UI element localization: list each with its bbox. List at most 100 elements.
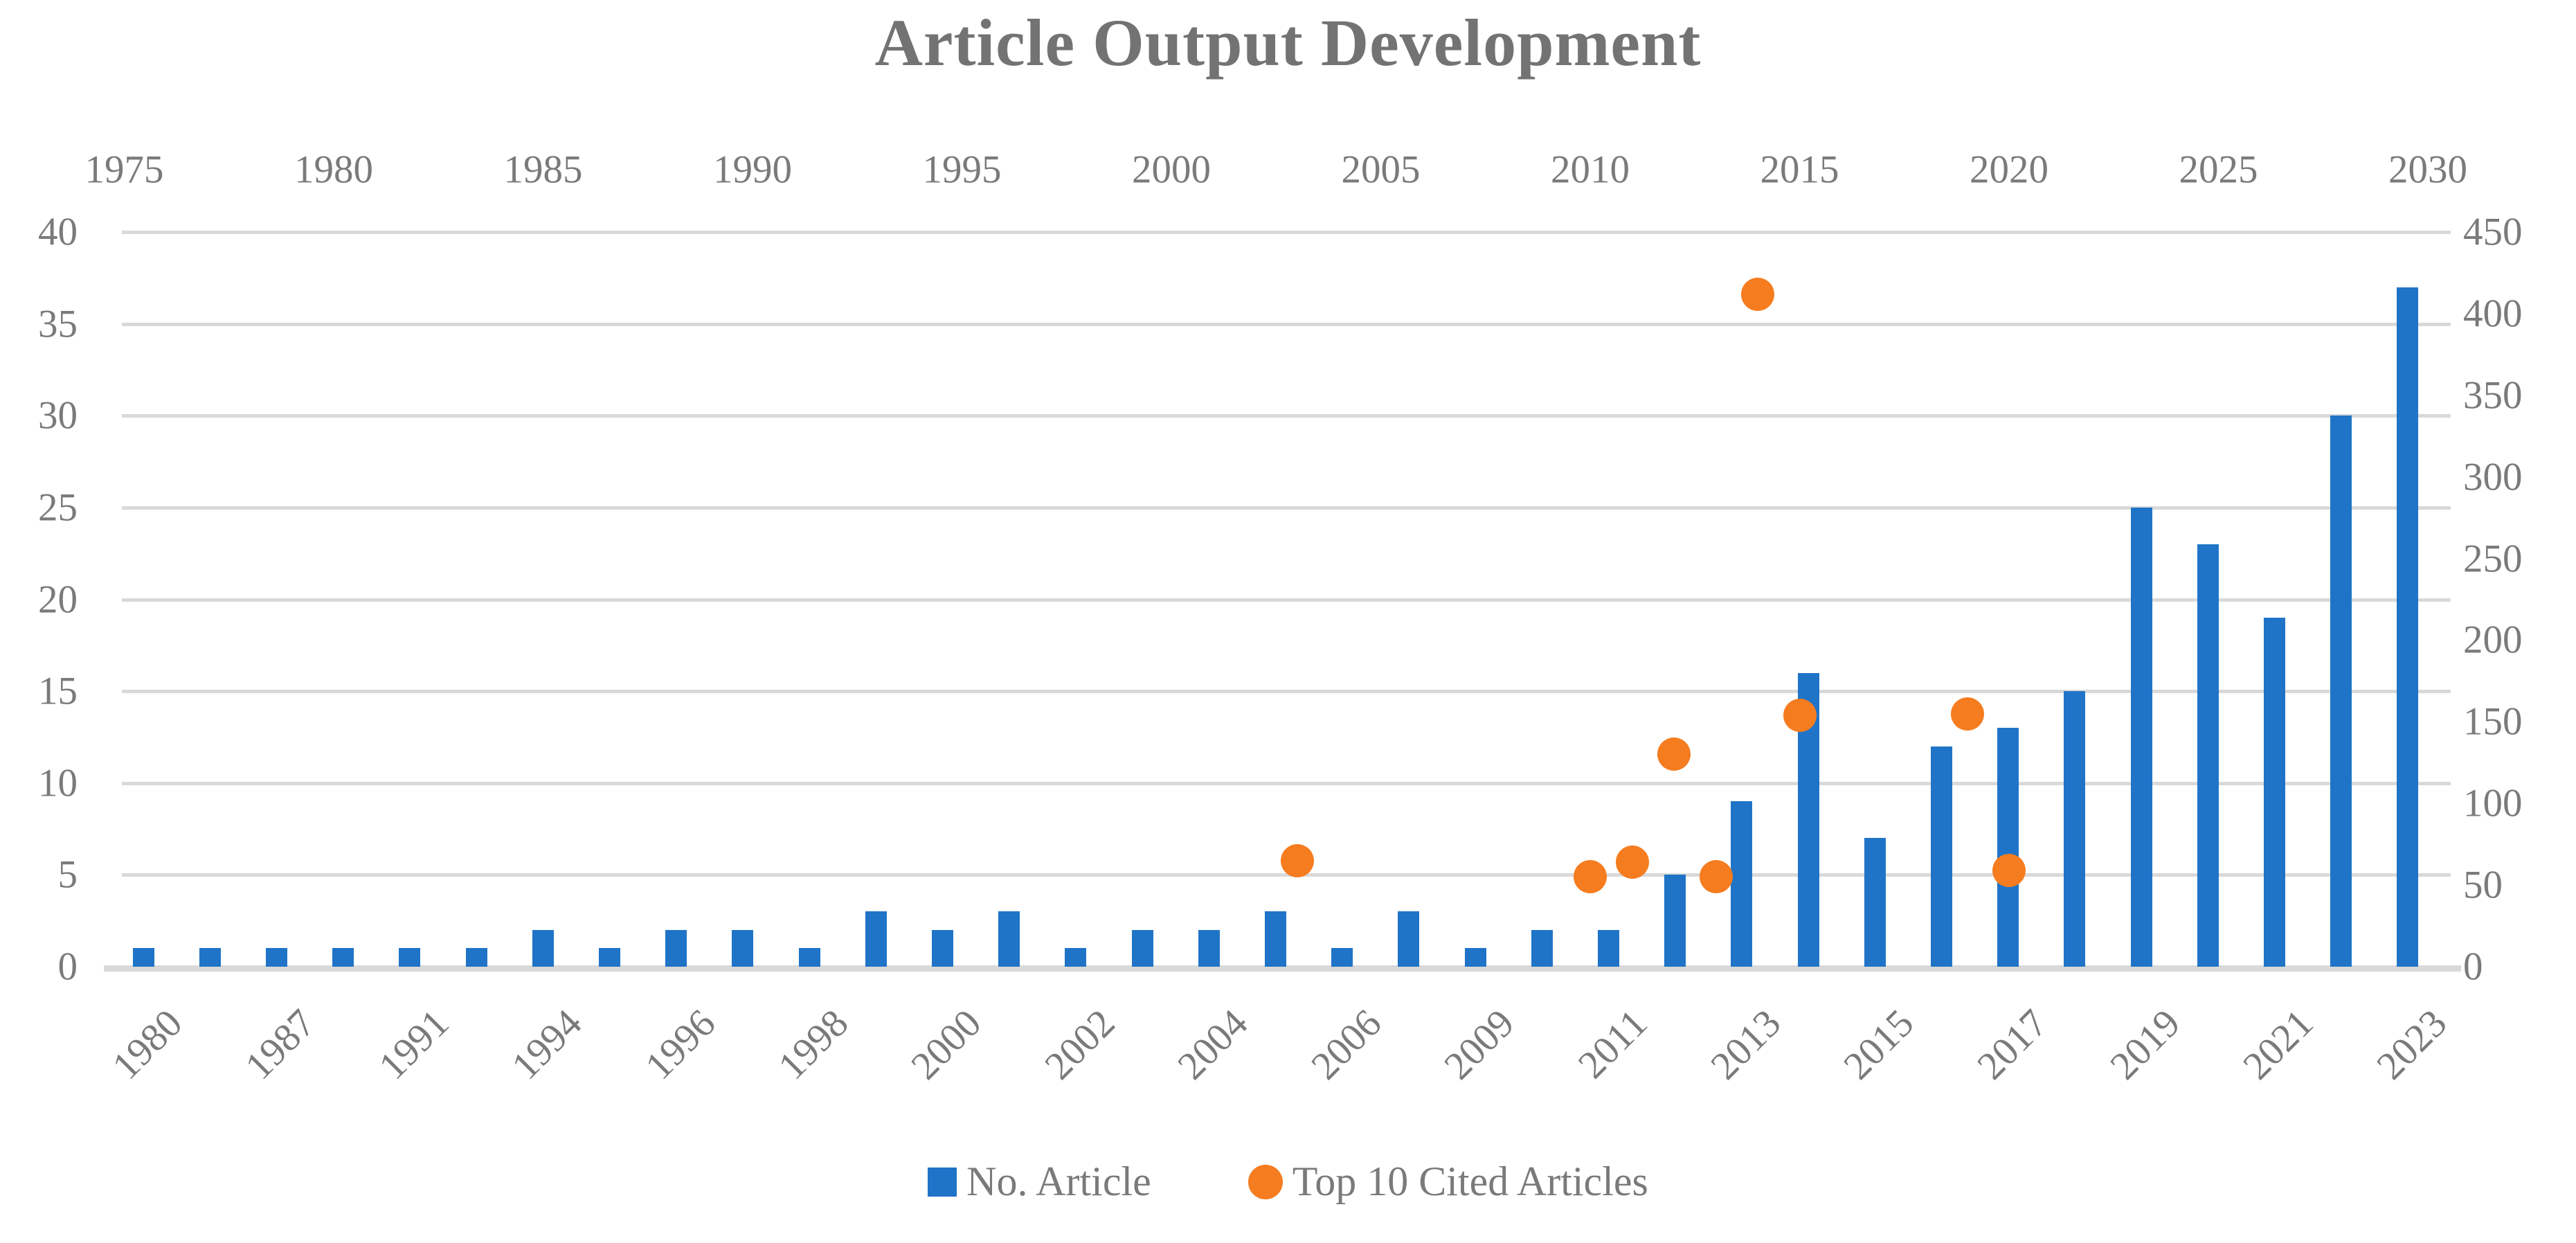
bar-no-article xyxy=(2330,415,2352,967)
y-axis-right-tick-label: 400 xyxy=(2463,292,2523,336)
bar-no-article xyxy=(1198,929,1220,967)
bar-no-article xyxy=(2064,691,2086,967)
bar-no-article xyxy=(532,929,554,967)
y-axis-left-tick-label: 5 xyxy=(57,852,78,897)
bar-no-article xyxy=(598,948,620,967)
gridline xyxy=(122,781,2451,785)
y-axis-right-tick-label: 100 xyxy=(2463,781,2523,825)
x-axis-bottom-tick-label: 2011 xyxy=(1570,1001,1656,1087)
x-axis-top-tick-label: 2010 xyxy=(1551,147,1630,192)
scatter-point-top-cited xyxy=(1615,846,1649,879)
bar-no-article xyxy=(1597,929,1619,967)
x-axis-bottom-tick-label: 1996 xyxy=(636,1001,724,1089)
y-axis-right-tick-label: 200 xyxy=(2463,618,2523,662)
y-axis-left-tick-label: 40 xyxy=(38,210,78,254)
x-axis-bottom-tick-label: 2015 xyxy=(1835,1001,1922,1089)
legend-item-no-article: No. Article xyxy=(928,1158,1151,1206)
x-axis-top-tick-label: 2015 xyxy=(1760,147,1839,192)
x-axis-top-tick-label: 2020 xyxy=(1970,147,2048,192)
x-axis-bottom-tick-label: 1991 xyxy=(370,1001,458,1089)
bar-no-article xyxy=(332,948,354,967)
gridline xyxy=(122,598,2451,602)
legend-square-marker-icon xyxy=(928,1167,957,1197)
gridline xyxy=(122,231,2451,234)
bar-no-article xyxy=(1331,948,1353,967)
x-axis-bottom-tick-label: 2017 xyxy=(1968,1001,2056,1089)
bar-no-article xyxy=(1131,929,1153,967)
bar-no-article xyxy=(998,911,1020,967)
bar-no-article xyxy=(865,911,887,967)
y-axis-right-tick-label: 0 xyxy=(2463,945,2483,989)
x-axis-top-tick-label: 1985 xyxy=(503,147,583,192)
x-axis-top-tick-label: 1980 xyxy=(294,147,373,192)
gridline xyxy=(122,690,2451,694)
bar-no-article xyxy=(1664,875,1686,967)
scatter-point-top-cited xyxy=(1657,737,1691,771)
y-axis-left-tick-label: 0 xyxy=(57,945,78,989)
gridline xyxy=(122,322,2451,326)
y-axis-left-tick-label: 25 xyxy=(38,485,78,530)
x-axis-top-tick-label: 2025 xyxy=(2179,147,2258,192)
bar-no-article xyxy=(732,929,754,967)
bar-no-article xyxy=(1531,929,1553,967)
y-axis-left-tick-label: 10 xyxy=(38,761,78,805)
x-axis-top-tick-label: 1995 xyxy=(922,147,1002,192)
x-axis-bottom-tick-label: 2019 xyxy=(2102,1001,2189,1089)
legend-item-label: No. Article xyxy=(966,1159,1151,1204)
x-axis-bottom-tick-label: 2009 xyxy=(1436,1001,1523,1089)
bar-no-article xyxy=(2130,507,2152,967)
bar-no-article xyxy=(798,948,820,967)
bar-no-article xyxy=(399,948,421,967)
scatter-point-top-cited xyxy=(1280,843,1314,877)
x-axis-top-tick-label: 1990 xyxy=(713,147,792,192)
bar-no-article xyxy=(1997,728,2019,967)
y-axis-right-tick-label: 300 xyxy=(2463,455,2523,499)
bar-no-article xyxy=(199,948,221,967)
x-axis-bottom-tick-label: 2023 xyxy=(2368,1001,2456,1089)
bar-no-article xyxy=(2197,544,2219,967)
bar-no-article xyxy=(931,929,953,967)
y-axis-right-tick-label: 150 xyxy=(2463,699,2523,744)
x-axis-bottom-tick-label: 2000 xyxy=(903,1001,990,1089)
gridline xyxy=(122,414,2451,418)
y-axis-left-tick-label: 35 xyxy=(38,302,78,346)
bar-no-article xyxy=(1264,911,1286,967)
scatter-point-top-cited xyxy=(1574,860,1607,894)
bar-no-article xyxy=(132,948,154,967)
y-axis-left-tick-label: 20 xyxy=(38,578,78,621)
y-axis-left-tick-label: 30 xyxy=(38,393,78,438)
bar-no-article xyxy=(1731,801,1753,967)
legend: No. Article Top 10 Cited Articles xyxy=(0,1158,2576,1206)
legend-item-label: Top 10 Cited Articles xyxy=(1292,1159,1648,1204)
scatter-point-top-cited xyxy=(1699,860,1733,894)
x-axis-top-tick-label: 2000 xyxy=(1132,147,1211,192)
x-axis-bottom-tick-label: 1998 xyxy=(770,1001,857,1089)
bar-no-article xyxy=(465,948,487,967)
x-axis-bottom-tick-label: 1987 xyxy=(237,1001,324,1089)
bar-no-article xyxy=(1464,948,1486,967)
bar-no-article xyxy=(2397,287,2419,967)
bar-no-article xyxy=(665,929,687,967)
x-axis-top-tick-label: 2030 xyxy=(2388,147,2467,192)
bar-no-article xyxy=(1864,838,1886,967)
bar-no-article xyxy=(1930,746,1952,967)
legend-item-top-cited: Top 10 Cited Articles xyxy=(1248,1158,1648,1206)
chart-title: Article Output Development xyxy=(874,6,1702,80)
y-axis-right-tick-label: 350 xyxy=(2463,373,2523,418)
legend-circle-marker-icon xyxy=(1248,1164,1283,1199)
y-axis-right-tick-label: 450 xyxy=(2463,210,2523,254)
y-axis-right-tick-label: 250 xyxy=(2463,537,2523,581)
x-axis-bottom-tick-label: 2021 xyxy=(2235,1001,2322,1089)
x-axis-top-tick-label: 1975 xyxy=(84,147,164,192)
scatter-point-top-cited xyxy=(1783,698,1817,732)
scatter-point-top-cited xyxy=(1950,697,1984,731)
bar-no-article xyxy=(265,948,287,967)
x-axis-bottom-tick-label: 2006 xyxy=(1302,1001,1390,1089)
scatter-point-top-cited xyxy=(1741,277,1774,311)
bar-no-article xyxy=(1065,948,1087,967)
category-axis-line xyxy=(104,965,2461,972)
x-axis-bottom-tick-label: 2004 xyxy=(1169,1001,1257,1089)
x-axis-bottom-tick-label: 2002 xyxy=(1036,1001,1124,1089)
y-axis-left-tick-label: 15 xyxy=(38,669,78,713)
x-axis-bottom-tick-label: 1980 xyxy=(104,1001,191,1089)
